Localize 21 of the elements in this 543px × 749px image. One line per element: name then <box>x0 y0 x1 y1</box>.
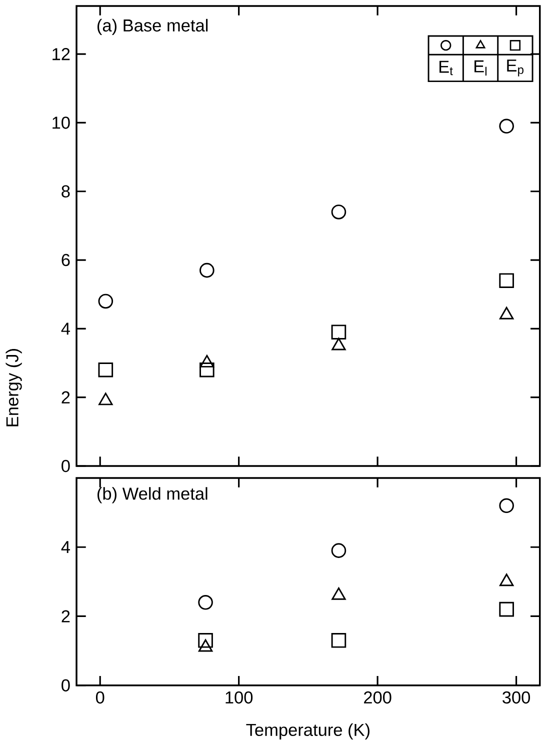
x-axis-title: Temperature (K) <box>246 723 370 740</box>
x-tick-label: 0 <box>96 691 104 704</box>
x-tick-label: 200 <box>364 691 392 704</box>
y-tick-label: 10 <box>52 116 70 129</box>
y-tick-label: 4 <box>62 541 70 554</box>
y-tick-label: 4 <box>62 322 70 335</box>
y-tick-label: 6 <box>62 254 70 266</box>
y-tick-label: 2 <box>62 610 70 622</box>
legend-label: E$_{t}$ <box>440 60 454 76</box>
y-tick-label: 0 <box>62 460 70 472</box>
chart-title: (b) Weld metal <box>98 487 208 504</box>
y-tick-label: 8 <box>62 185 70 198</box>
legend-label: E$_{p}$ <box>507 60 524 76</box>
legend-label: E$_{l}$ <box>474 60 487 76</box>
y-axis-title: Energy (J) <box>6 349 22 426</box>
x-tick-label: 300 <box>502 691 530 704</box>
x-tick-label: 100 <box>226 691 253 704</box>
y-tick-label: 12 <box>52 48 70 60</box>
y-tick-label: 2 <box>62 391 70 404</box>
text: (a) Base metal <box>98 18 208 36</box>
y-tick-label: 0 <box>62 679 70 692</box>
